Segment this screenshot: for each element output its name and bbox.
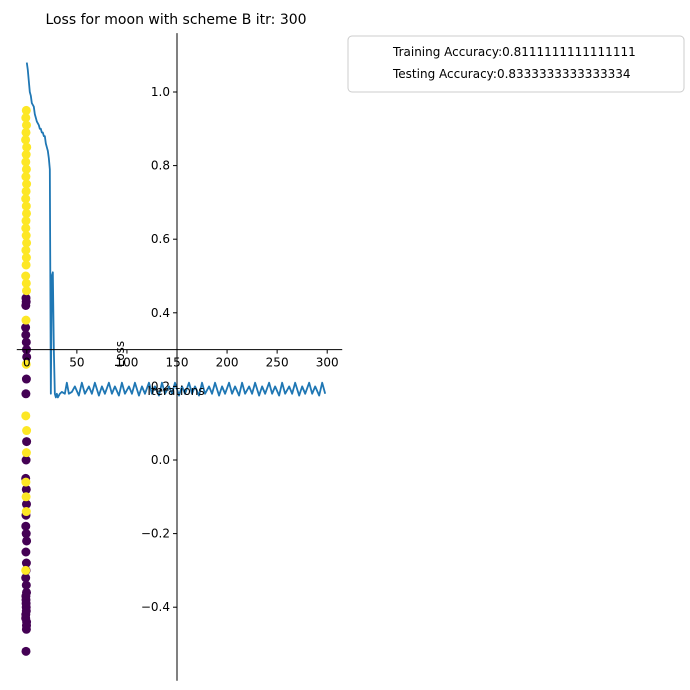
scatter-point-class-0 — [21, 529, 31, 539]
scatter-point-class-1 — [21, 448, 31, 458]
y-tick-label: 0.8 — [151, 159, 170, 173]
y-tick-label: 0.4 — [151, 306, 170, 320]
scatter-point-class-1 — [21, 565, 31, 575]
legend: Training Accuracy:0.8111111111111111 Tes… — [347, 35, 685, 93]
scatter-point-class-0 — [21, 330, 31, 340]
chart-title: Loss for moon with scheme B itr: 300 — [45, 12, 306, 28]
y-tick-label: −0.4 — [141, 600, 170, 614]
loss-line — [25, 62, 327, 399]
scatter-point-class-0 — [21, 580, 31, 590]
scatter-point-class-1 — [22, 142, 32, 152]
scatter-point-class-0 — [21, 389, 31, 399]
scatter-point-class-1 — [21, 172, 31, 182]
scatter-point-class-1 — [21, 359, 31, 369]
y-tick-label: 0.6 — [151, 232, 170, 246]
scatter-layer — [21, 105, 32, 656]
scatter-point-class-0 — [22, 352, 32, 362]
scatter-point-class-0 — [21, 573, 31, 583]
x-tick-label: 250 — [266, 356, 289, 370]
scatter-point-class-1 — [21, 164, 31, 174]
line-layer — [25, 62, 327, 399]
x-ticks: 0 50 100 150 200 250 300 — [23, 349, 339, 370]
scatter-point-class-1 — [21, 231, 31, 241]
scatter-point-class-0 — [21, 499, 31, 509]
scatter-point-class-1 — [21, 507, 31, 517]
legend-entry-training-accuracy: Training Accuracy:0.8111111111111111 — [392, 45, 636, 59]
scatter-point-class-1 — [21, 253, 31, 263]
scatter-point-class-0 — [22, 437, 32, 447]
y-tick-label: 0.0 — [151, 453, 170, 467]
x-tick-label: 0 — [23, 356, 31, 370]
scatter-point-class-0 — [21, 337, 31, 347]
scatter-point-class-1 — [21, 315, 31, 325]
y-ticks: −0.4 −0.2 0.0 0.2 0.4 0.6 0.8 1.0 — [141, 85, 177, 614]
scatter-point-class-1 — [21, 411, 31, 421]
scatter-point-class-0 — [21, 374, 31, 384]
scatter-point-class-1 — [21, 208, 31, 218]
scatter-point-class-0 — [21, 547, 31, 557]
x-tick-label: 100 — [115, 356, 138, 370]
x-tick-label: 150 — [166, 356, 189, 370]
scatter-point-class-1 — [21, 194, 31, 204]
scatter-point-class-1 — [21, 492, 31, 502]
scatter-point-class-0 — [22, 536, 32, 546]
y-tick-label: −0.2 — [141, 527, 170, 541]
scatter-point-class-0 — [21, 455, 31, 465]
scatter-point-class-1 — [21, 278, 31, 288]
scatter-point-class-0 — [21, 323, 31, 333]
scatter-point-class-0 — [21, 613, 31, 623]
legend-entry-testing-accuracy: Testing Accuracy:0.8333333333333334 — [392, 67, 631, 81]
scatter-point-class-1 — [21, 186, 31, 196]
scatter-point-class-0 — [21, 521, 31, 531]
y-tick-label: 0.2 — [151, 379, 170, 393]
scatter-point-class-1 — [21, 286, 31, 296]
scatter-point-class-1 — [22, 426, 32, 436]
scatter-point-class-1 — [21, 113, 31, 123]
x-axis-label: Iterations — [147, 384, 204, 398]
scatter-point-class-1 — [21, 120, 31, 130]
scatter-point-class-1 — [21, 245, 31, 255]
scatter-point-class-1 — [21, 105, 31, 115]
scatter-point-class-1 — [22, 179, 32, 189]
legend-box — [347, 35, 685, 93]
scatter-point-class-1 — [21, 271, 31, 281]
scatter-point-class-1 — [21, 223, 31, 233]
y-axis-label: Loss — [113, 341, 127, 367]
scatter-point-class-1 — [21, 477, 31, 487]
scatter-point-class-1 — [21, 127, 31, 137]
scatter-point-class-1 — [21, 157, 31, 167]
x-tick-label: 50 — [69, 356, 84, 370]
x-tick-label: 200 — [216, 356, 239, 370]
scatter-point-class-0 — [21, 606, 31, 616]
x-tick-label: 300 — [316, 356, 339, 370]
scatter-point-class-0 — [21, 621, 31, 631]
scatter-point-class-0 — [21, 297, 31, 307]
scatter-point-class-1 — [21, 201, 31, 211]
scatter-point-class-1 — [21, 216, 31, 226]
scatter-point-class-1 — [21, 135, 31, 145]
scatter-point-class-0 — [21, 646, 31, 656]
scatter-point-class-0 — [21, 591, 31, 601]
scatter-point-class-1 — [21, 260, 31, 270]
scatter-point-class-1 — [21, 150, 31, 160]
y-tick-label: 1.0 — [151, 85, 170, 99]
scatter-point-class-0 — [21, 484, 31, 494]
scatter-point-class-0 — [21, 599, 31, 609]
scatter-point-class-0 — [21, 558, 31, 568]
scatter-point-class-1 — [22, 238, 32, 248]
